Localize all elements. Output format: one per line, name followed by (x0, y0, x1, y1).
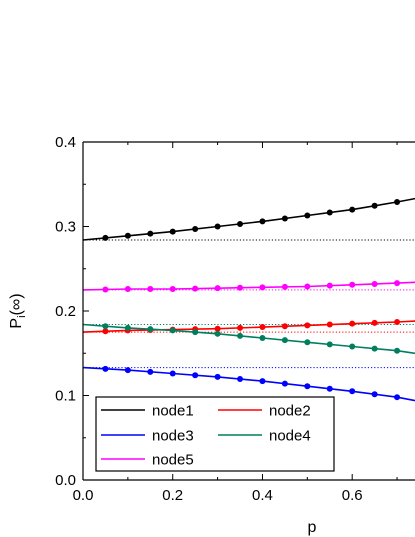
marker-node1-5 (192, 226, 199, 233)
marker-node2-8 (259, 324, 266, 331)
marker-node3-9 (281, 380, 288, 387)
marker-node4-4 (169, 327, 176, 334)
y-axis-label-sub: i (16, 315, 28, 317)
series-curves (82, 197, 415, 402)
marker-node5-8 (259, 284, 266, 291)
marker-node2-1 (102, 328, 109, 335)
y-tick-label: 0.3 (55, 219, 76, 236)
marker-node1-7 (237, 220, 244, 227)
marker-node3-10 (304, 383, 311, 390)
marker-node5-12 (349, 281, 356, 288)
marker-node5-9 (281, 283, 288, 290)
y-tick-label: 0.4 (55, 134, 76, 151)
marker-node5-1 (102, 286, 109, 293)
y-tick-label: 0.2 (55, 303, 76, 320)
marker-node4-3 (147, 326, 154, 333)
marker-node4-9 (281, 337, 288, 344)
tick-labels: 0.0 0.2 0.4 0.6 0.0 0.1 0.2 0.3 0.4 (55, 134, 362, 504)
marker-node5-4 (169, 286, 176, 293)
legend-label-node3: node3 (152, 428, 194, 445)
marker-node4-13 (371, 345, 378, 352)
marker-node1-4 (169, 228, 176, 235)
marker-node3-13 (371, 391, 378, 398)
marker-node1-12 (349, 206, 356, 213)
marker-node3-8 (259, 378, 266, 385)
marker-node1-2 (124, 232, 131, 239)
marker-node4-10 (304, 339, 311, 346)
legend-label-node4: node4 (269, 428, 311, 445)
svg-text:Pi(∞): Pi(∞) (8, 293, 28, 328)
x-tick-label: 0.4 (252, 487, 273, 504)
marker-node4-7 (237, 332, 244, 339)
marker-node3-5 (192, 372, 199, 379)
marker-node1-13 (371, 202, 378, 209)
y-axis-label: Pi(∞) (8, 293, 28, 328)
legend-label-node2: node2 (269, 403, 311, 420)
marker-node5-10 (304, 283, 311, 290)
marker-node2-12 (349, 320, 356, 327)
x-tick-label: 0.2 (162, 487, 183, 504)
marker-node1-6 (214, 223, 221, 230)
marker-node2-11 (326, 321, 333, 328)
y-tick-label: 0.1 (55, 388, 76, 405)
marker-node1-1 (102, 234, 109, 241)
marker-node4-12 (349, 343, 356, 350)
series-markers (102, 198, 401, 401)
marker-node1-9 (281, 215, 288, 222)
marker-node5-5 (192, 285, 199, 292)
marker-node5-14 (394, 280, 401, 287)
marker-node5-3 (147, 286, 154, 293)
marker-node1-3 (147, 230, 154, 237)
line-node1 (82, 197, 415, 241)
marker-node2-7 (237, 324, 244, 331)
marker-node5-7 (237, 284, 244, 291)
marker-node3-4 (169, 370, 176, 377)
line-node2 (82, 320, 415, 333)
marker-node4-6 (214, 330, 221, 337)
legend-label-node5: node5 (152, 452, 194, 469)
tick-marks (82, 141, 398, 481)
marker-node4-8 (259, 335, 266, 342)
marker-node1-10 (304, 212, 311, 219)
x-axis-label: p (308, 519, 317, 536)
marker-node2-10 (304, 322, 311, 329)
marker-node3-12 (349, 388, 356, 395)
x-tick-label: 0.6 (342, 487, 363, 504)
legend: node1 node2 node3 node4 node5 (95, 396, 335, 472)
marker-node1-11 (326, 209, 333, 216)
marker-node3-7 (237, 376, 244, 383)
marker-node2-6 (214, 325, 221, 332)
marker-node3-11 (326, 385, 333, 392)
baseline-lines (83, 239, 415, 369)
marker-node4-2 (124, 324, 131, 331)
marker-node5-11 (326, 282, 333, 289)
y-axis-label-paren: (∞) (8, 293, 25, 315)
marker-node5-6 (214, 285, 221, 292)
line-node4 (82, 323, 415, 355)
marker-node4-11 (326, 341, 333, 348)
marker-node2-13 (371, 319, 378, 326)
marker-node4-1 (102, 323, 109, 330)
legend-items: node1 node2 node3 node4 node5 (101, 403, 311, 469)
marker-node2-9 (281, 323, 288, 330)
marker-node1-14 (394, 198, 401, 205)
marker-node3-14 (394, 394, 401, 401)
marker-node5-2 (124, 286, 131, 293)
marker-node3-1 (102, 365, 109, 372)
marker-node3-3 (147, 368, 154, 375)
legend-label-node1: node1 (152, 403, 194, 420)
line-node3 (82, 366, 415, 402)
x-tick-label: 0.0 (73, 487, 94, 504)
y-tick-label: 0.0 (55, 472, 76, 489)
marker-node5-13 (371, 280, 378, 287)
y-axis-label-main: P (8, 318, 25, 329)
marker-node3-6 (214, 373, 221, 380)
marker-node4-5 (192, 329, 199, 336)
line-node5 (82, 281, 415, 291)
marker-node3-2 (124, 367, 131, 374)
marker-node1-8 (259, 218, 266, 225)
marker-node4-14 (394, 347, 401, 354)
marker-node2-14 (394, 318, 401, 325)
